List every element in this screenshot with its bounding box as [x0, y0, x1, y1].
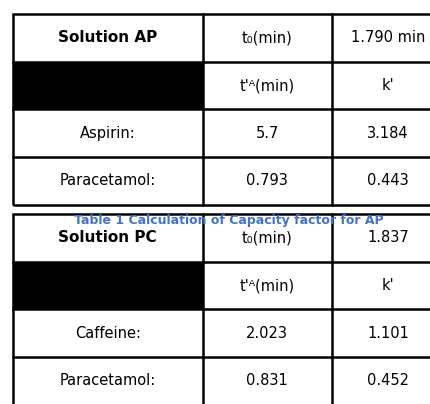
Text: Table 1 Calculation of Capacity factor for AP: Table 1 Calculation of Capacity factor f…	[74, 214, 382, 227]
Text: 1.837: 1.837	[366, 230, 408, 246]
Text: Caffeine:: Caffeine:	[74, 326, 141, 341]
Text: 0.831: 0.831	[246, 373, 287, 389]
Text: t₀(min): t₀(min)	[241, 230, 292, 246]
Text: t'ᴬ(min): t'ᴬ(min)	[239, 278, 294, 293]
Text: 1.790 min: 1.790 min	[350, 30, 424, 46]
Text: Paracetamol:: Paracetamol:	[59, 373, 156, 389]
Text: Solution AP: Solution AP	[58, 30, 157, 46]
Text: Aspirin:: Aspirin:	[80, 126, 135, 141]
Bar	[13, 14, 430, 205]
Text: 5.7: 5.7	[255, 126, 278, 141]
Text: k': k'	[381, 278, 393, 293]
Text: k': k'	[381, 78, 393, 93]
Text: 0.443: 0.443	[366, 173, 408, 189]
Text: Solution PC: Solution PC	[58, 230, 157, 246]
Text: Paracetamol:: Paracetamol:	[59, 173, 156, 189]
Bar	[13, 214, 430, 404]
Bar	[13, 262, 202, 309]
Text: t'ᴬ(min): t'ᴬ(min)	[239, 78, 294, 93]
Text: 1.101: 1.101	[366, 326, 408, 341]
Text: 3.184: 3.184	[366, 126, 408, 141]
Bar	[13, 62, 202, 109]
Text: 2.023: 2.023	[246, 326, 288, 341]
Text: t₀(min): t₀(min)	[241, 30, 292, 46]
Text: 0.793: 0.793	[246, 173, 288, 189]
Text: 0.452: 0.452	[366, 373, 408, 389]
